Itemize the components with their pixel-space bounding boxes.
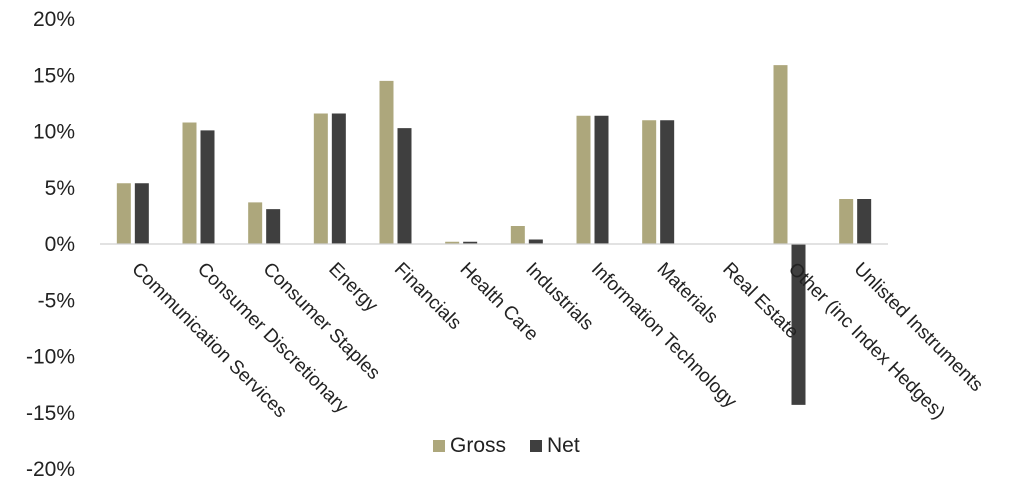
bar-net-3 <box>331 113 346 244</box>
bar-net-8 <box>660 120 675 244</box>
legend-label-gross: Gross <box>450 434 506 457</box>
bar-net-10 <box>791 244 806 405</box>
y-tick-label: -5% <box>38 289 75 312</box>
bar-gross-0 <box>116 183 131 244</box>
legend-swatch-net <box>530 440 542 452</box>
bar-gross-10 <box>773 65 788 245</box>
legend-label-net: Net <box>547 434 580 457</box>
bar-net-6 <box>528 239 543 244</box>
x-tick-label: Financials <box>390 259 465 334</box>
x-tick-label: Unlisted Instruments <box>850 259 987 396</box>
y-tick-label: 10% <box>33 121 75 144</box>
bars <box>116 65 872 405</box>
bar-gross-4 <box>379 80 394 245</box>
bar-net-2 <box>266 209 281 245</box>
bar-gross-5 <box>445 241 460 244</box>
bar-gross-3 <box>313 113 328 244</box>
x-tick-label: Materials <box>653 259 722 328</box>
y-tick-label: 15% <box>33 64 75 87</box>
bar-gross-8 <box>642 120 657 244</box>
bar-net-11 <box>857 199 872 244</box>
bar-net-0 <box>134 183 149 244</box>
x-tick-label: Consumer Staples <box>259 259 384 384</box>
legend-swatch-gross <box>433 440 445 452</box>
legend: Gross Net <box>433 434 580 457</box>
y-tick-label: 20% <box>33 8 75 31</box>
bar-net-1 <box>200 130 215 245</box>
y-tick-label: 5% <box>45 177 75 200</box>
y-tick-label: -15% <box>26 402 75 425</box>
bar-net-7 <box>594 115 609 244</box>
bar-net-5 <box>463 241 478 244</box>
y-tick-label: -10% <box>26 346 75 369</box>
bar-gross-11 <box>839 199 854 244</box>
y-tick-label: 0% <box>45 233 75 256</box>
bar-gross-2 <box>248 202 263 245</box>
bar-gross-1 <box>182 122 197 244</box>
x-tick-label: Energy <box>324 259 382 317</box>
bar-net-4 <box>397 128 412 245</box>
y-tick-label: -20% <box>26 458 75 481</box>
bar-gross-7 <box>576 115 591 244</box>
bar-gross-6 <box>510 226 525 244</box>
y-axis: 20% 15% 10% 5% 0% -5% -10% -15% -20% <box>26 8 75 481</box>
